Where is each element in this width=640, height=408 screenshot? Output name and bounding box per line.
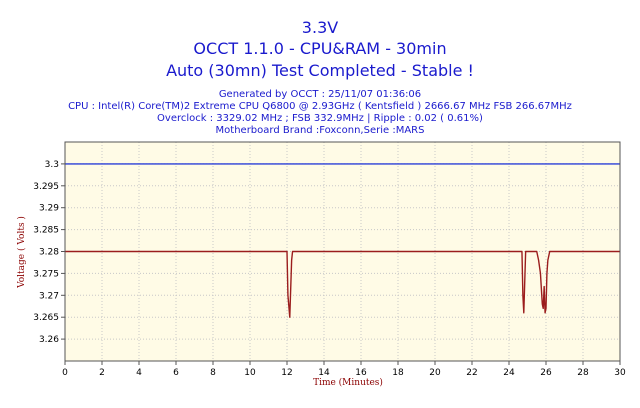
y-tick-label: 3.27 [39,291,59,301]
x-tick-label: 10 [244,368,256,378]
y-tick-label: 3.29 [39,204,59,214]
x-tick-label: 14 [318,368,330,378]
info-cpu: CPU : Intel(R) Core(TM)2 Extreme CPU Q68… [68,101,572,112]
x-tick-label: 0 [62,368,68,378]
info-motherboard: Motherboard Brand :Foxconn,Serie :MARS [216,125,425,136]
y-tick-label: 3.265 [33,313,59,323]
x-tick-label: 12 [281,368,292,378]
x-tick-label: 8 [210,368,216,378]
x-tick-label: 2 [99,368,105,378]
x-tick-label: 26 [540,368,552,378]
x-tick-label: 16 [355,368,367,378]
x-tick-label: 4 [136,368,142,378]
x-tick-label: 28 [577,368,589,378]
chart-subtitle: OCCT 1.1.0 - CPU&RAM - 30min [193,39,446,58]
series-line-2 [65,250,620,318]
info-generated: Generated by OCCT : 25/11/07 01:36:06 [219,89,421,100]
y-tick-label: 3.285 [33,226,59,236]
x-tick-label: 24 [503,368,515,378]
info-overclock: Overclock : 3329.02 MHz ; FSB 332.9MHz |… [157,113,483,124]
x-tick-label: 20 [429,368,441,378]
x-tick-label: 18 [392,368,404,378]
chart-status: Auto (30mn) Test Completed - Stable ! [166,61,474,80]
y-tick-label: 3.295 [33,182,59,192]
x-axis-label: Time (Minutes) [313,377,383,388]
y-tick-label: 3.26 [39,335,59,345]
y-tick-label: 3.275 [33,269,59,279]
x-tick-label: 6 [173,368,179,378]
y-tick-label: 3.28 [39,248,59,258]
series-layer [65,163,620,318]
y-tick-label: 3.3 [45,160,59,170]
x-tick-label: 22 [466,368,477,378]
x-tick-label: 30 [614,368,626,378]
y-axis: 3.26 3.265 3.27 3.275 3.28 3.285 3.29 3.295 3.3 [33,160,65,345]
chart-title: 3.3V [302,18,338,37]
y-axis-label: Voltage ( Volts ) [16,216,27,289]
x-axis: 0 2 4 6 8 10 12 14 16 18 20 22 24 26 28 30 [62,361,626,378]
